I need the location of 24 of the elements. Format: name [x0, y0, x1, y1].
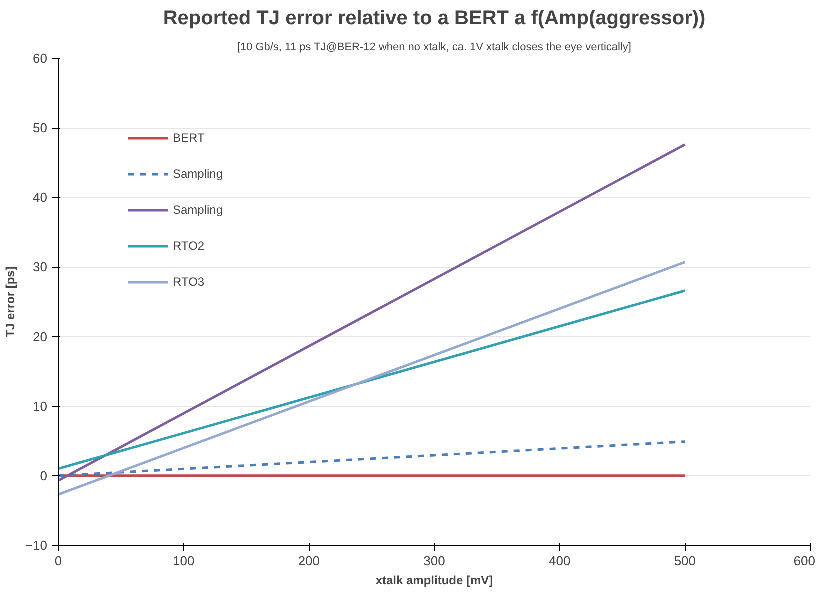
legend-label: RTO2	[173, 239, 205, 253]
x-tick-label: 400	[548, 554, 571, 568]
x-tick-label: 500	[674, 554, 696, 568]
y-tick-label: 30	[33, 260, 48, 275]
y-tick-label: 0	[40, 468, 48, 484]
x-tick-label: 600	[794, 554, 816, 568]
x-axis-title: xtalk amplitude [mV]	[376, 574, 494, 588]
x-tick-label: 200	[298, 554, 320, 568]
legend-label: Sampling	[173, 167, 224, 181]
y-tick-label: −10	[25, 538, 48, 553]
x-tick-label: 0	[54, 554, 62, 568]
y-tick-label: 20	[33, 329, 48, 344]
chart-subtitle: [10 Gb/s, 11 ps TJ@BER-12 when no xtalk, ca. 1V xtalk closes the eye vertically]	[237, 42, 632, 54]
legend-label: BERT	[173, 131, 205, 145]
chart-title: Reported TJ error relative to a BERT a f(Amp(aggressor))	[163, 8, 706, 30]
x-tick-label: 300	[424, 554, 446, 568]
y-tick-label: 40	[33, 190, 48, 206]
x-tick-label: 100	[172, 554, 195, 568]
y-tick-label: 50	[33, 120, 48, 136]
legend-label: RTO3	[173, 275, 205, 289]
y-tick-label: 10	[33, 398, 48, 414]
legend-label: Sampling	[173, 203, 224, 217]
y-tick-label: 60	[33, 51, 48, 66]
y-axis-title: TJ error [ps]	[3, 266, 18, 338]
